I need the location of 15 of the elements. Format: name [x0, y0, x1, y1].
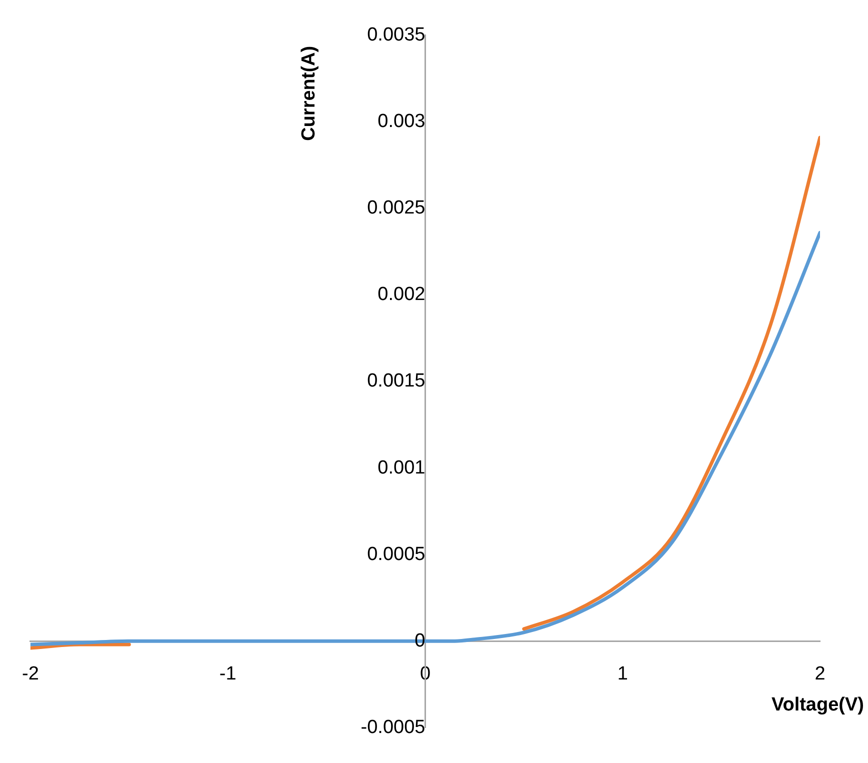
- x-tick-label: -2: [22, 664, 39, 685]
- y-tick-label: 0.002: [378, 284, 426, 306]
- x-tick-label: 1: [617, 664, 628, 685]
- x-axis-title: Voltage(V): [771, 694, 864, 716]
- y-tick-label: 0.003: [378, 111, 426, 132]
- y-axis-title: Current(A): [298, 46, 320, 141]
- y-tick-label: 0.001: [378, 457, 426, 478]
- y-tick-label: 0.0035: [367, 24, 426, 46]
- y-tick-label: 0.0005: [367, 544, 426, 565]
- x-tick-label: 2: [814, 664, 826, 685]
- y-tick-label: 0.0015: [367, 370, 426, 392]
- y-tick-label: 0.0025: [367, 198, 426, 219]
- y-tick-label: -0.0005: [360, 716, 426, 738]
- line-series: [30, 230, 820, 646]
- x-tick-label: -1: [219, 664, 236, 685]
